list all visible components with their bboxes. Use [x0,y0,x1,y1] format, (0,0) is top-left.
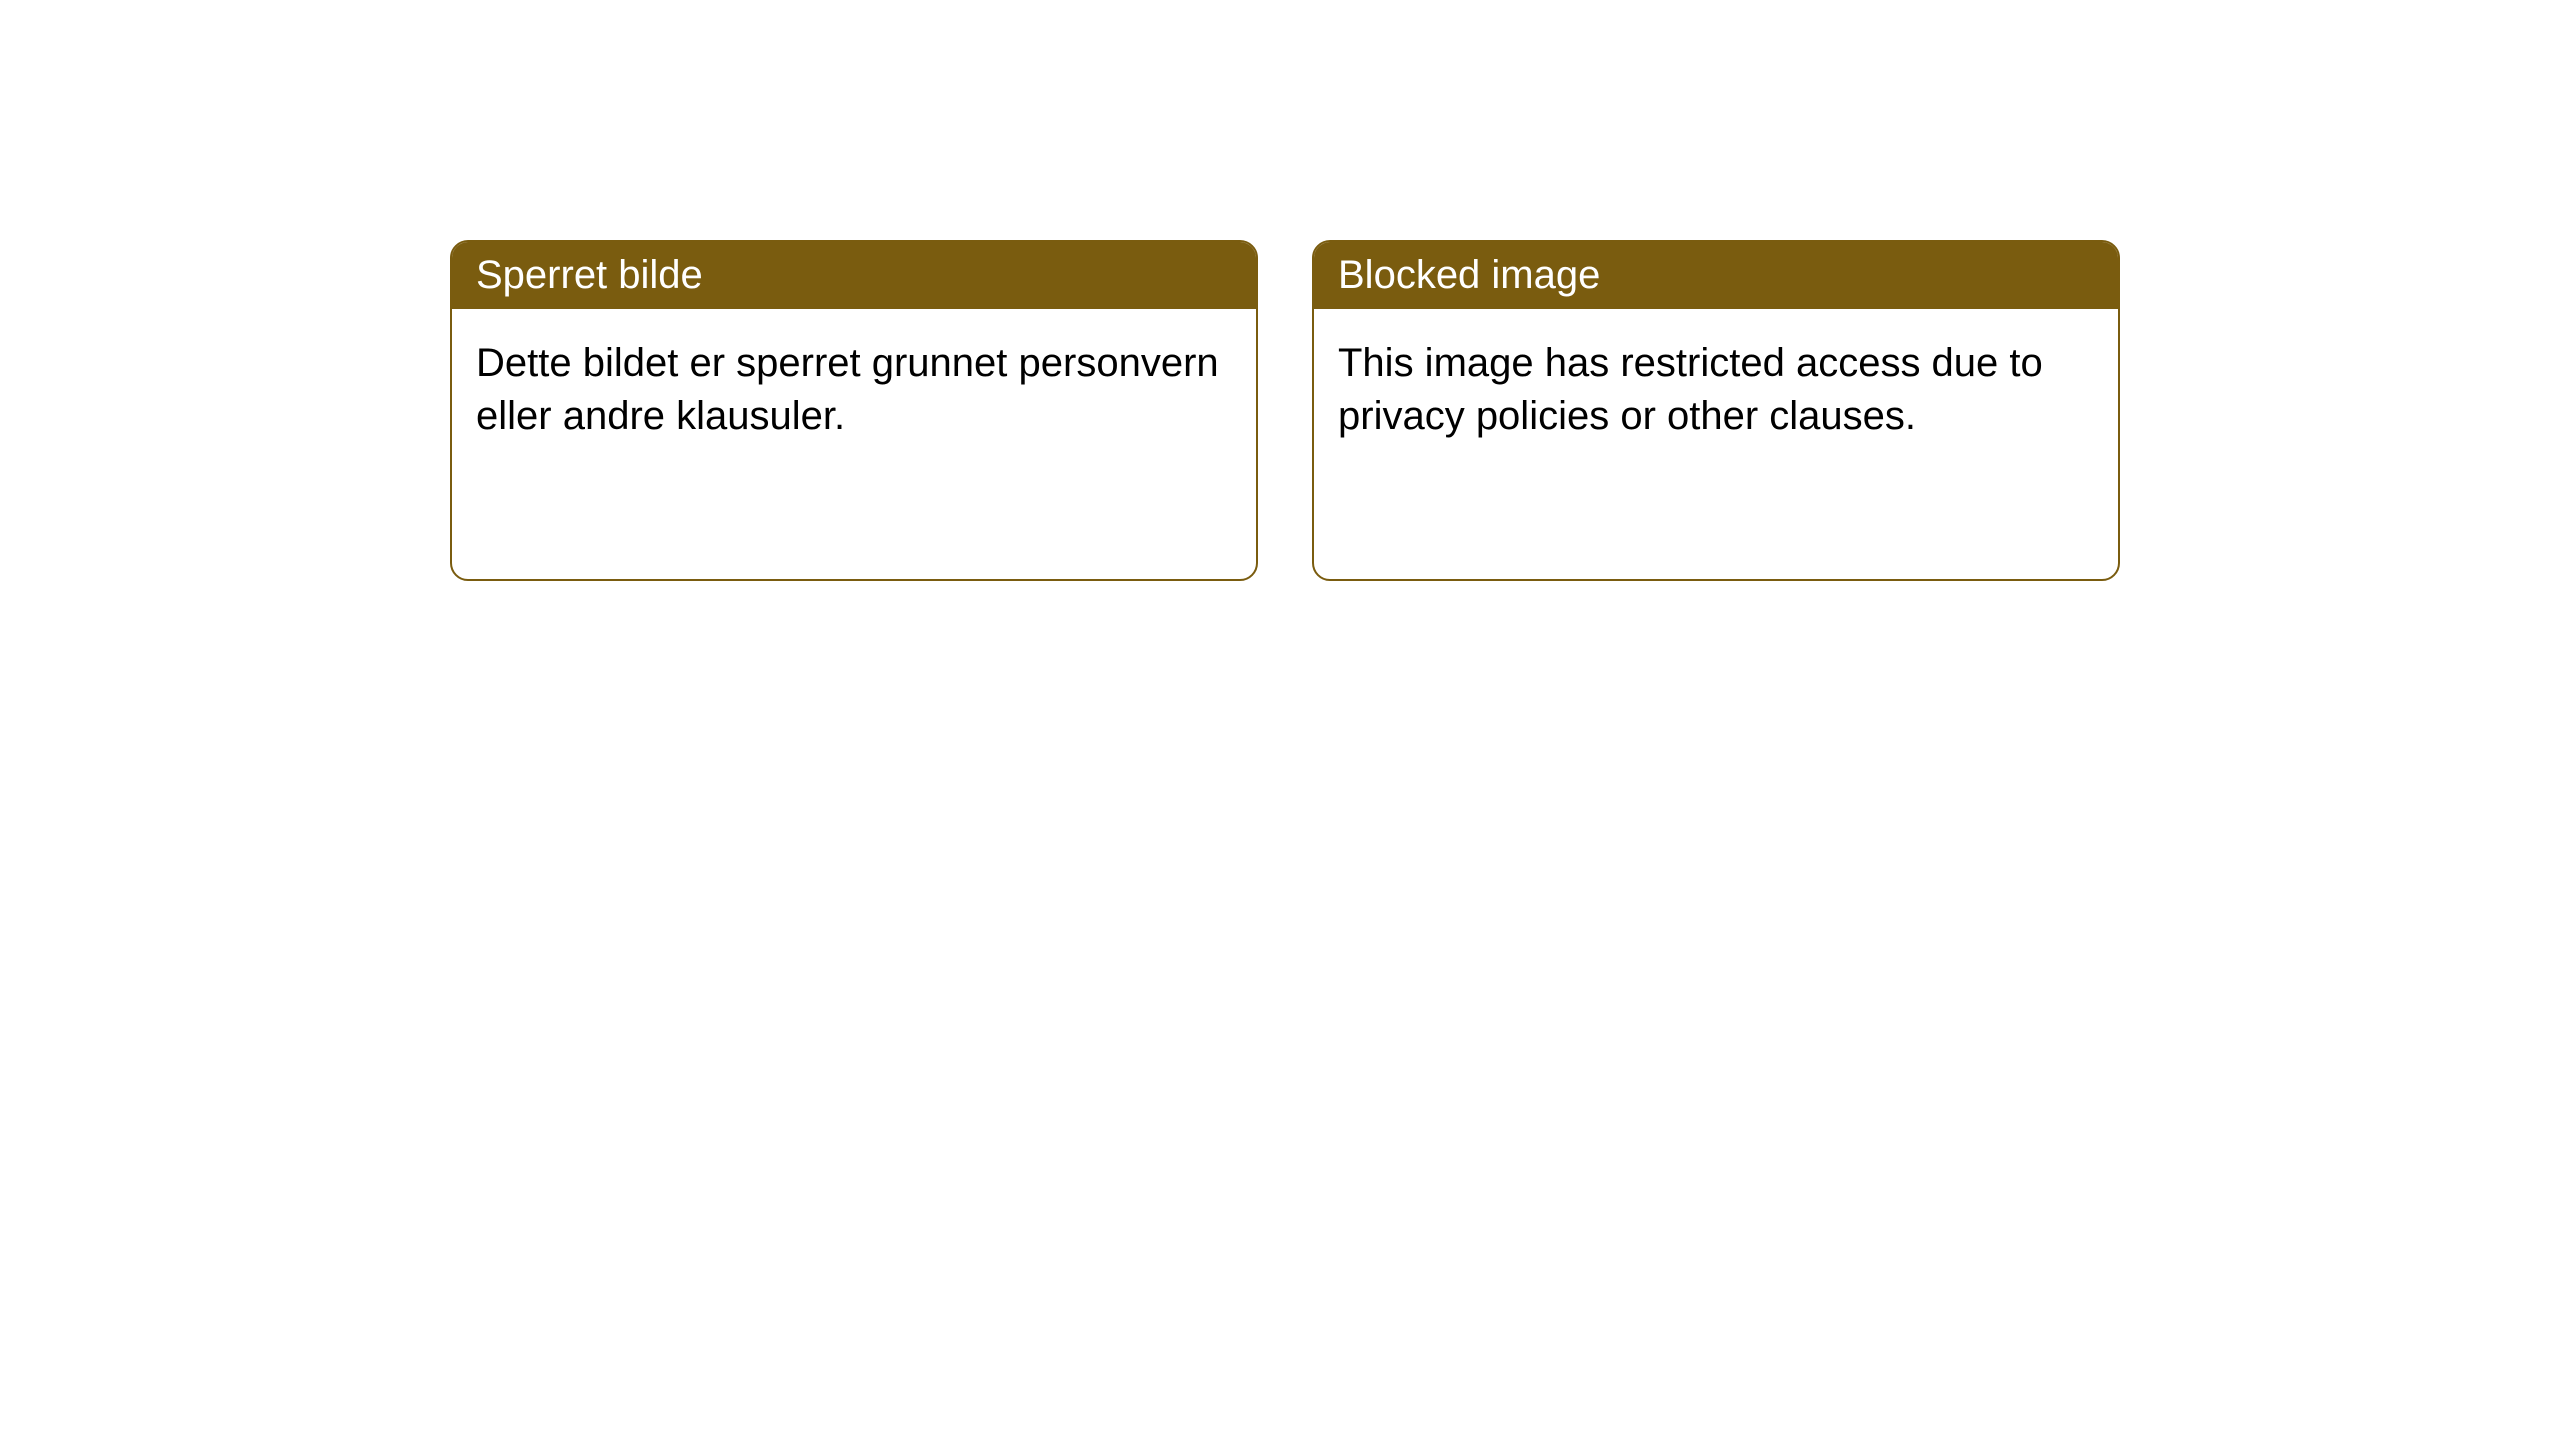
card-body: This image has restricted access due to … [1314,309,2118,579]
notice-card-english: Blocked image This image has restricted … [1312,240,2120,581]
card-body: Dette bildet er sperret grunnet personve… [452,309,1256,579]
card-body-text: This image has restricted access due to … [1338,337,2094,443]
card-header: Sperret bilde [452,242,1256,309]
notice-card-norwegian: Sperret bilde Dette bildet er sperret gr… [450,240,1258,581]
card-header: Blocked image [1314,242,2118,309]
card-title: Sperret bilde [476,253,703,297]
card-title: Blocked image [1338,253,1600,297]
card-body-text: Dette bildet er sperret grunnet personve… [476,337,1232,443]
notice-cards-container: Sperret bilde Dette bildet er sperret gr… [0,0,2560,581]
